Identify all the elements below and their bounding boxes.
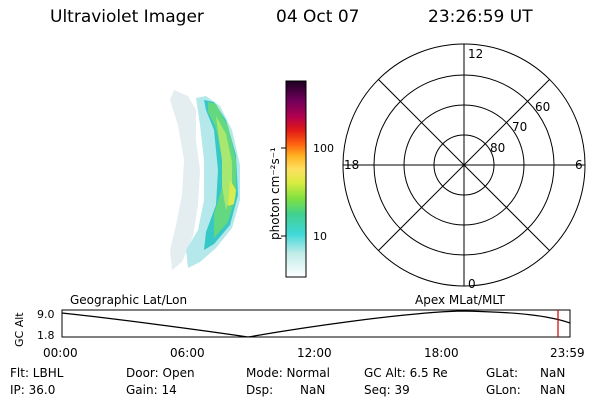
y-tick-min: 1.8: [37, 329, 55, 342]
dsp-value: NaN: [300, 383, 326, 397]
y-tick-max: 9.0: [37, 308, 55, 321]
timeline-plot: Geographic Lat/Lon Apex MLat/MLT 9.0 1.8…: [13, 293, 571, 347]
colorbar-tick-10: 10: [313, 230, 327, 243]
polar-grid: [342, 43, 586, 287]
x-tick-2359: 23:59: [550, 346, 585, 360]
lat-60-label: 60: [535, 100, 550, 114]
x-tick-1800: 18:00: [424, 346, 459, 360]
colorbar-unit-label: photon cm⁻²s⁻¹: [268, 147, 282, 240]
polar-labels: 12 18 6 0 60 70 80: [344, 47, 583, 291]
altitude-curve: [61, 310, 571, 338]
ip-status: IP: 36.0: [10, 383, 56, 397]
apex-label: Apex MLat/MLT: [415, 293, 505, 307]
date-label: 04 Oct 07: [276, 7, 360, 27]
gc-alt-axis-label: GC Alt: [13, 312, 26, 347]
x-tick-0600: 06:00: [170, 346, 205, 360]
lat-70-label: 70: [512, 120, 527, 134]
glat-value: NaN: [540, 366, 566, 380]
glon-value: NaN: [540, 383, 566, 397]
x-tick-1200: 12:00: [297, 346, 332, 360]
glon-label: GLon:: [486, 383, 521, 397]
mlt-0-label: 0: [468, 277, 476, 291]
mlt-6-label: 6: [575, 158, 583, 172]
x-tick-0000: 00:00: [43, 346, 78, 360]
dsp-label: Dsp:: [246, 383, 274, 397]
mode-status: Mode: Normal: [246, 366, 330, 380]
seq-status: Seq: 39: [364, 383, 410, 397]
glat-label: GLat:: [486, 366, 519, 380]
time-label: 23:26:59 UT: [428, 7, 533, 27]
colorbar-tick-100: 100: [313, 142, 334, 155]
instrument-title: Ultraviolet Imager: [50, 7, 204, 27]
colorbar: 100 10 photon cm⁻²s⁻¹: [268, 80, 334, 278]
gc-alt-status: GC Alt: 6.5 Re: [364, 366, 448, 380]
lat-80-label: 80: [490, 141, 505, 155]
gain-status: Gain: 14: [126, 383, 177, 397]
mlt-12-label: 12: [468, 47, 483, 61]
filter-status: Flt: LBHL: [10, 366, 64, 380]
geographic-label: Geographic Lat/Lon: [70, 293, 187, 307]
aurora-image: [170, 90, 240, 270]
mlt-18-label: 18: [344, 158, 359, 172]
door-status: Door: Open: [126, 366, 195, 380]
